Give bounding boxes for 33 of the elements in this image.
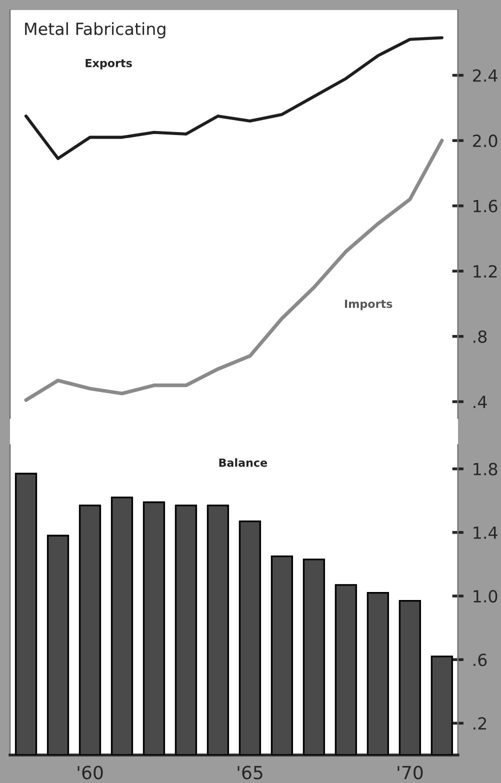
y-tick-label: 1.8 [474, 462, 498, 476]
bar [206, 504, 230, 755]
bar [14, 472, 38, 755]
x-tick-label: '60 [78, 766, 103, 780]
y-tick-label: .8 [474, 330, 487, 343]
bar [238, 520, 262, 755]
bar [270, 555, 294, 755]
y-tick-label: 2.0 [473, 134, 498, 148]
y-tick-label: .6 [474, 654, 487, 666]
text: Balance [219, 458, 268, 467]
bar [302, 558, 326, 755]
bar [110, 496, 134, 755]
bar [334, 584, 358, 755]
y-tick-label: 1.6 [474, 200, 498, 212]
line-series [24, 138, 444, 402]
bar [46, 534, 70, 755]
x-tick-label: '65 [238, 766, 262, 780]
y-tick-label: 1.0 [474, 590, 498, 603]
y-tick-label: 1.4 [474, 526, 498, 539]
y-tick-label: .2 [474, 717, 486, 730]
bar [174, 504, 198, 755]
text: Exports [86, 59, 132, 70]
y-tick-label: .4 [474, 396, 487, 408]
bar [142, 501, 166, 755]
y-tick-label: 2.4 [473, 69, 498, 82]
text: Imports [345, 300, 392, 310]
bar [78, 504, 102, 755]
bar [398, 600, 421, 755]
y-tick-label: 1.2 [474, 265, 497, 278]
x-tick-label: '70 [398, 766, 423, 780]
text: Metal Fabricating [25, 22, 166, 38]
bar [366, 592, 390, 755]
bar [430, 656, 453, 755]
